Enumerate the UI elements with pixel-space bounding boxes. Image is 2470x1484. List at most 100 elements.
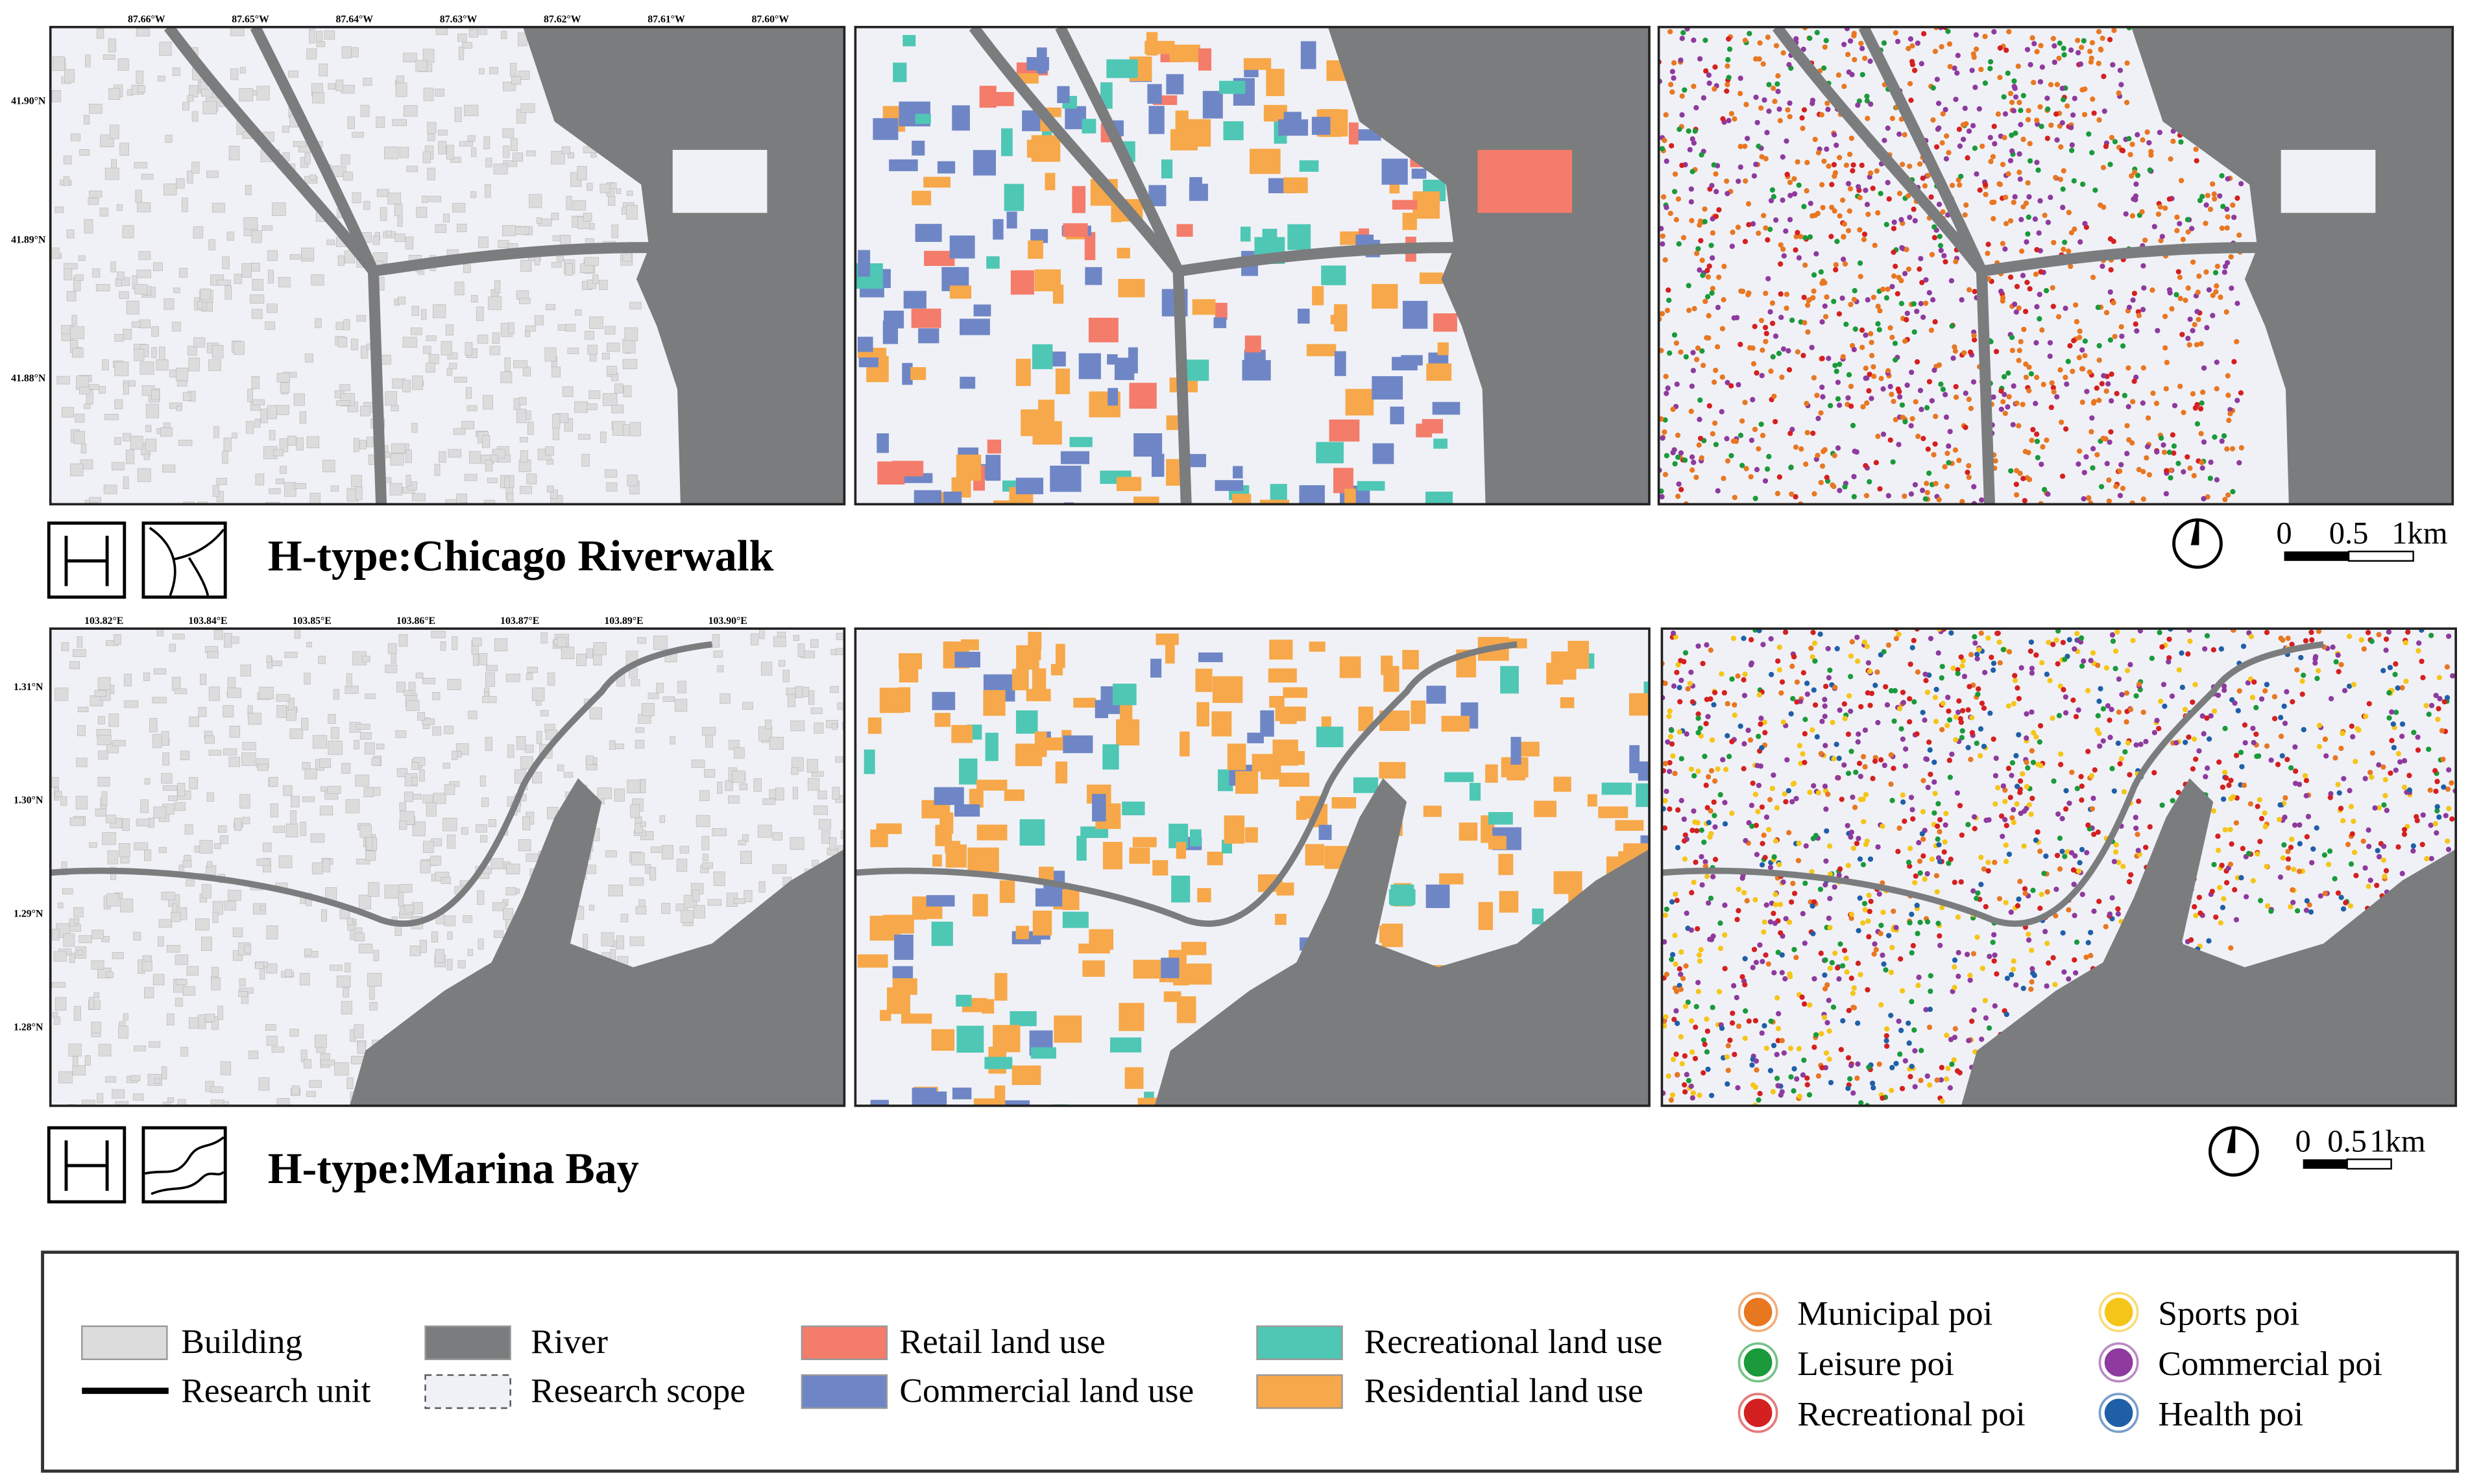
building <box>91 960 104 970</box>
poi-point <box>1804 302 1811 308</box>
poi-point <box>1982 34 1988 40</box>
poi-point <box>1802 880 1808 886</box>
land-parcel <box>1224 815 1245 844</box>
poi-point <box>1737 164 1743 170</box>
poi-point <box>1814 392 1820 398</box>
poi-point <box>1902 419 1908 425</box>
poi-point <box>1964 951 1970 957</box>
building <box>322 859 330 872</box>
poi-point <box>2192 904 2198 910</box>
poi-point <box>2100 263 2105 269</box>
poi-point <box>2005 171 2011 177</box>
building <box>217 825 227 833</box>
land-parcel <box>1004 789 1025 801</box>
poi-point <box>2029 665 2035 671</box>
north-arrow <box>2190 521 2199 545</box>
poi-point <box>1704 1016 1710 1022</box>
building <box>376 116 385 128</box>
poi-point <box>2428 632 2434 638</box>
poi-point <box>2301 726 2307 733</box>
poi-point <box>1754 119 1760 126</box>
poi-point <box>2115 740 2121 747</box>
poi-point <box>1735 1085 1741 1091</box>
building <box>476 824 487 833</box>
building <box>435 224 446 233</box>
poi-point <box>1925 446 1931 452</box>
building <box>362 656 370 662</box>
poi-point <box>1759 1030 1765 1036</box>
building <box>152 734 162 748</box>
poi-point <box>1707 834 1713 840</box>
poi-point <box>2031 80 2037 86</box>
poi-point <box>1756 143 1762 149</box>
poi-point <box>1756 734 1762 739</box>
poi-point <box>2348 861 2355 867</box>
poi-point <box>1727 1037 1733 1043</box>
poi-point <box>2245 680 2251 686</box>
poi-point <box>1860 920 1866 926</box>
building <box>813 805 828 815</box>
building <box>345 799 360 813</box>
poi-point <box>1695 926 1701 932</box>
poi-point <box>1907 661 1913 667</box>
poi-point <box>2172 403 2178 409</box>
poi-point <box>1666 713 1672 719</box>
poi-point <box>1917 161 1923 167</box>
poi-point <box>1875 321 1881 327</box>
poi-point <box>2000 833 2005 839</box>
poi-point <box>2017 878 2023 885</box>
building <box>107 850 118 865</box>
poi-point <box>2338 662 2344 667</box>
poi-point <box>1852 804 1858 810</box>
building <box>182 102 189 111</box>
poi-point <box>2126 879 2133 885</box>
poi-point <box>2211 708 2218 714</box>
poi-point <box>2190 391 2196 397</box>
poi-point <box>1765 276 1771 281</box>
building <box>422 49 435 63</box>
building <box>251 263 260 272</box>
poi-point <box>2406 772 2412 778</box>
land-parcel <box>914 490 942 505</box>
poi-point <box>1762 97 1767 103</box>
poi-point <box>2140 496 2146 502</box>
poi-point <box>2007 218 2014 224</box>
poi-point <box>1703 68 1709 74</box>
poi-point <box>1697 1092 1702 1098</box>
poi-point <box>2395 750 2402 757</box>
poi-point <box>2399 685 2405 691</box>
building <box>753 778 762 792</box>
building <box>153 806 167 819</box>
poi-point <box>1728 383 1734 389</box>
land-parcel <box>1032 344 1053 370</box>
poi-point <box>2056 55 2062 61</box>
building <box>290 796 300 808</box>
building <box>505 673 520 682</box>
building <box>293 393 305 406</box>
land-parcel <box>1478 902 1493 930</box>
poi-point <box>2103 309 2110 316</box>
poi-point <box>1864 400 1870 406</box>
building <box>304 353 314 363</box>
poi-point <box>1832 208 1837 214</box>
building <box>108 88 121 100</box>
poi-point <box>1677 699 1683 705</box>
poi-point <box>2003 221 2009 226</box>
poi-point <box>1835 775 1841 781</box>
building <box>757 824 772 838</box>
poi-point <box>1840 1018 1846 1023</box>
poi-point <box>1796 182 1802 188</box>
poi-point <box>1981 705 1987 712</box>
poi-point <box>1963 202 1969 208</box>
building <box>477 335 489 344</box>
building <box>245 421 254 434</box>
poi-point <box>1698 237 1704 244</box>
building <box>191 111 199 122</box>
building <box>137 468 151 483</box>
poi-point <box>1701 363 1706 368</box>
building <box>241 263 252 278</box>
poi-point <box>2185 335 2191 341</box>
poi-point <box>2366 843 2372 850</box>
building <box>309 29 315 43</box>
poi-point <box>2445 786 2451 792</box>
